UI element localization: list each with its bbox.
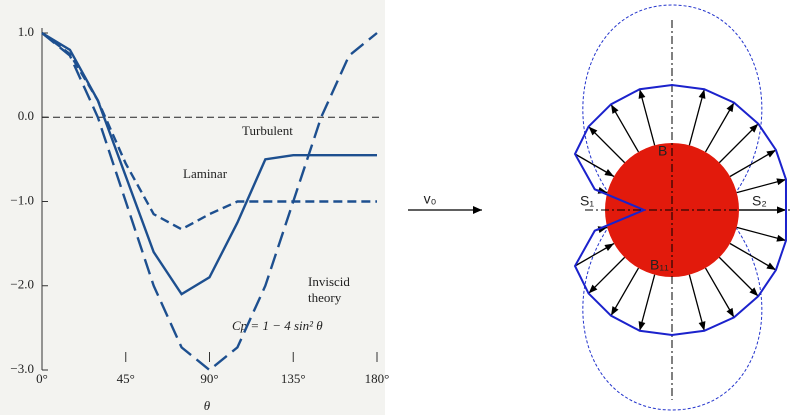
x-axis-label: θ [204,398,211,413]
arrow-head [726,103,734,113]
arrow-head [766,262,776,270]
arrow-head [699,321,706,331]
arrow-head [776,235,786,242]
arrow-head [766,150,776,158]
x-tick-label: 0° [36,371,48,386]
arrow-head [611,104,619,114]
x-tick-label: 135° [281,371,306,386]
annotation: Laminar [183,166,228,181]
arrow-head [639,321,646,331]
annotation: Turbulent [242,123,293,138]
point-label: B₁₁ [650,257,669,273]
arrow-head [777,207,786,214]
arrow-head [611,306,619,316]
point-label: S₂ [752,193,767,209]
point-label: B [658,143,667,159]
annotation: Inviscid [308,274,350,289]
flow-arrow-head [473,206,482,214]
arrow-head [699,89,706,99]
arrow-head [726,308,734,318]
x-tick-label: 45° [117,371,135,386]
arrow-head [604,244,614,252]
y-tick-label: −3.0 [10,361,34,376]
y-tick-label: 1.0 [18,24,34,39]
arrow-head [604,169,614,177]
y-tick-label: 0.0 [18,108,34,123]
y-tick-label: −1.0 [10,192,34,207]
point-label: S₁ [580,193,594,209]
chart-background [0,0,385,415]
x-tick-label: 180° [365,371,390,386]
arrow-head [776,178,786,185]
page: Turbulent Laminar Inviscid theory Cp = 1… [0,0,791,415]
annotation: theory [308,290,342,305]
arrow-head [639,89,646,99]
flow-label: v₀ [424,191,437,207]
x-tick-label: 90° [200,371,218,386]
y-tick-label: −2.0 [10,277,34,292]
pressure-diagram: S₁ S₂ B B₁₁ [575,5,790,410]
